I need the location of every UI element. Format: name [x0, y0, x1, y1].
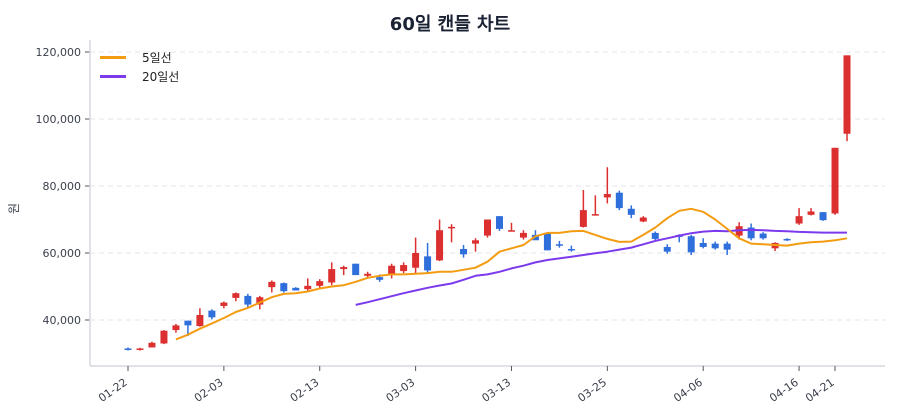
x-tick-label: 04-06	[671, 376, 705, 405]
candle[interactable]	[795, 208, 803, 225]
candle[interactable]	[543, 232, 551, 251]
x-tick-label: 02-03	[192, 376, 226, 405]
ma5-line	[175, 207, 848, 341]
candle[interactable]	[364, 271, 372, 278]
x-tick-label: 04-21	[803, 376, 837, 405]
candle[interactable]	[268, 280, 276, 293]
x-tick-label: 04-16	[767, 376, 801, 405]
candle[interactable]	[232, 292, 240, 302]
legend-item-ma5[interactable]: 5일선	[100, 48, 179, 67]
x-tick-label: 01-22	[96, 376, 130, 405]
candle[interactable]	[328, 262, 336, 286]
ma5-swatch-icon	[100, 56, 126, 59]
candles	[124, 55, 851, 351]
candle[interactable]	[472, 238, 480, 252]
candle[interactable]	[831, 147, 839, 215]
candle[interactable]	[711, 241, 719, 250]
legend: 5일선 20일선	[100, 48, 179, 86]
legend-item-ma20[interactable]: 20일선	[100, 67, 179, 86]
candle[interactable]	[843, 55, 851, 142]
x-tick-label: 03-03	[384, 376, 418, 405]
candle[interactable]	[484, 219, 491, 238]
candle[interactable]	[663, 244, 671, 254]
moving-average-lines	[175, 207, 848, 341]
candle[interactable]	[603, 167, 611, 204]
candle[interactable]	[412, 237, 420, 274]
candle[interactable]	[124, 347, 132, 351]
y-tick-label: 120,000	[36, 46, 82, 59]
candle[interactable]	[723, 241, 731, 256]
candle[interactable]	[460, 244, 468, 258]
y-tick-label: 40,000	[43, 314, 82, 327]
candle[interactable]	[388, 263, 396, 279]
candle[interactable]	[160, 330, 168, 345]
y-tick-label: 80,000	[43, 180, 82, 193]
gridlines	[90, 51, 885, 321]
candle[interactable]	[292, 287, 300, 291]
y-tick-label: 60,000	[43, 247, 82, 260]
candle[interactable]	[304, 278, 312, 291]
candle[interactable]	[220, 301, 228, 309]
candle[interactable]	[436, 219, 444, 262]
y-tick-label: 100,000	[36, 113, 82, 126]
ma20-swatch-icon	[100, 75, 126, 78]
candle[interactable]	[495, 216, 503, 231]
candle[interactable]	[172, 324, 180, 333]
axes: 40,000 60,000 80,000 100,000 120,000 01-22 02-…	[36, 40, 885, 405]
x-tick-label: 02-13	[288, 376, 322, 405]
candle[interactable]	[208, 309, 216, 320]
x-tick-label: 03-13	[480, 376, 514, 405]
candle[interactable]	[579, 190, 587, 228]
candle[interactable]	[507, 222, 515, 232]
chart-title: 60일 캔들 차트	[389, 14, 511, 35]
candle[interactable]	[771, 242, 779, 251]
candle[interactable]	[340, 265, 348, 276]
candle[interactable]	[244, 293, 252, 308]
candle[interactable]	[196, 308, 204, 327]
candle[interactable]	[424, 242, 432, 274]
legend-label-ma20: 20일선	[142, 70, 180, 84]
candle[interactable]	[555, 240, 563, 248]
candle[interactable]	[687, 234, 695, 256]
candle[interactable]	[531, 230, 539, 241]
candle[interactable]	[400, 262, 408, 274]
candle[interactable]	[747, 223, 755, 241]
candle[interactable]	[591, 195, 599, 216]
candle[interactable]	[819, 212, 827, 221]
candle[interactable]	[184, 320, 192, 337]
candle[interactable]	[136, 347, 144, 351]
x-tick-label: 03-25	[575, 376, 609, 405]
candle[interactable]	[783, 238, 791, 241]
candle[interactable]	[567, 245, 575, 252]
candle[interactable]	[627, 205, 635, 219]
candle[interactable]	[651, 231, 659, 241]
candle[interactable]	[759, 232, 767, 240]
candle[interactable]	[807, 208, 815, 216]
candle[interactable]	[448, 224, 456, 243]
ma20-line	[355, 228, 847, 306]
candle[interactable]	[639, 216, 647, 223]
candle[interactable]	[316, 279, 324, 288]
candle[interactable]	[352, 263, 360, 276]
legend-label-ma5: 5일선	[142, 51, 172, 65]
candle[interactable]	[519, 230, 527, 240]
candle[interactable]	[280, 282, 288, 293]
candle[interactable]	[148, 341, 156, 348]
candle[interactable]	[699, 238, 707, 249]
candle[interactable]	[615, 190, 623, 211]
